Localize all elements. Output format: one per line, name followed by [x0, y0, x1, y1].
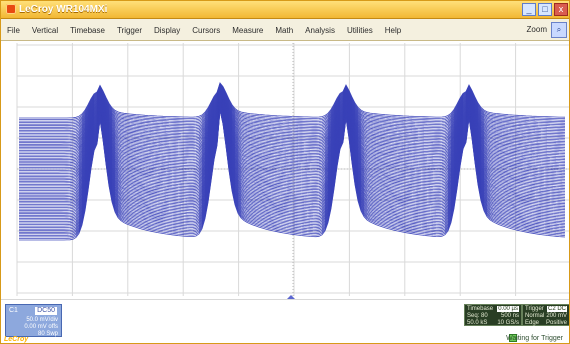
menu-help[interactable]: Help: [384, 25, 402, 35]
channel-title: C1: [9, 307, 18, 314]
brand-logo: LeCroy: [4, 336, 29, 343]
menu-vertical[interactable]: Vertical: [31, 25, 59, 35]
scope-waveform-area: [16, 43, 569, 299]
channel-scale: 50.0 mV/div: [26, 317, 58, 323]
menu-timebase[interactable]: Timebase: [70, 25, 105, 35]
window-controls: _ □ x: [522, 3, 568, 16]
trigger-box[interactable]: Trigger C2 DC Normal 200 mV Edge Positiv…: [522, 304, 569, 326]
timebase-samples: 50.0 kS: [467, 320, 488, 326]
waveform-trace: [19, 110, 566, 241]
timebase-box[interactable]: Timebase 0.00 µs Seq: 80 500 ns 50.0 kS …: [464, 304, 522, 326]
waveform-traces: [19, 82, 566, 241]
menu-display[interactable]: Display: [154, 25, 181, 35]
timebase-title: Timebase: [467, 306, 494, 312]
status-indicator-icon: [509, 334, 517, 342]
menu-cursors[interactable]: Cursors: [192, 25, 221, 35]
app-logo-icon: [6, 4, 16, 14]
menu-bar: File Vertical Timebase Trigger Display C…: [1, 19, 569, 41]
channel-sweeps: 80 Swp: [37, 331, 58, 337]
trigger-mode: Normal: [525, 313, 545, 319]
menu-utilities[interactable]: Utilities: [346, 25, 373, 35]
timebase-rate: 10 GS/s: [497, 320, 519, 326]
channel-offset: 0.00 mV offs: [24, 324, 58, 330]
timebase-delay: 0.00 µs: [497, 306, 519, 312]
zoom-label[interactable]: Zoom: [526, 25, 547, 34]
trigger-level: 200 mV: [546, 313, 567, 319]
menu-trigger[interactable]: Trigger: [116, 25, 142, 35]
zoom-icon[interactable]: ⌕: [551, 22, 567, 38]
trigger-type: Edge: [525, 320, 540, 326]
status-panel: C1 DC50 50.0 mV/div 0.00 mV offs 80 Swp …: [1, 300, 569, 343]
trigger-marker-icon: [287, 295, 295, 299]
minimize-icon[interactable]: _: [522, 3, 536, 16]
menu-analysis[interactable]: Analysis: [305, 25, 335, 35]
channel-coupling: DC50: [35, 307, 57, 315]
main-menu: File Vertical Timebase Trigger Display C…: [5, 19, 403, 41]
trigger-slope: Positive: [545, 320, 567, 326]
channel-info-box[interactable]: C1 DC50 50.0 mV/div 0.00 mV offs 80 Swp: [5, 304, 62, 337]
menu-math[interactable]: Math: [275, 25, 294, 35]
waiting-status: Waiting for Trigger: [506, 335, 563, 342]
window-title: LeCroy WR104MXi: [19, 4, 108, 15]
menu-measure[interactable]: Measure: [232, 25, 264, 35]
scope-display: [1, 41, 569, 300]
close-icon[interactable]: x: [554, 3, 568, 16]
timebase-sequence: Seq: 80: [467, 313, 488, 319]
trigger-source: C2 DC: [546, 306, 567, 312]
menu-file[interactable]: File: [7, 25, 20, 35]
grid-lines: [16, 43, 569, 296]
title-bar: LeCroy WR104MXi _ □ x: [1, 1, 569, 19]
timebase-scale: 500 ns: [500, 313, 519, 319]
restore-icon[interactable]: □: [538, 3, 552, 16]
trigger-title: Trigger: [525, 306, 544, 312]
